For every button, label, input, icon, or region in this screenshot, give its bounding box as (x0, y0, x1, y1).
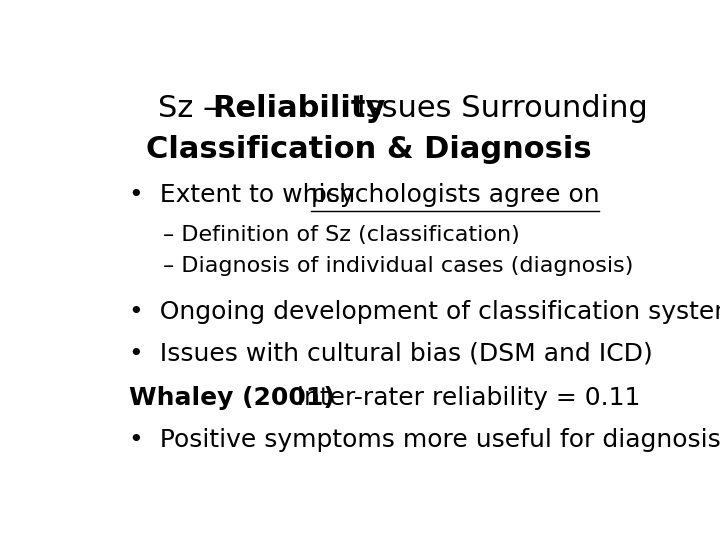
Text: Sz –: Sz – (158, 94, 228, 123)
Text: – Definition of Sz (classification): – Definition of Sz (classification) (163, 225, 519, 245)
Text: •  Issues with cultural bias (DSM and ICD): • Issues with cultural bias (DSM and ICD… (129, 341, 653, 365)
Text: psychologists agree on: psychologists agree on (310, 183, 599, 207)
Text: :: : (534, 183, 543, 207)
Text: Issues Surrounding: Issues Surrounding (347, 94, 647, 123)
Text: •  Ongoing development of classification systems: • Ongoing development of classification … (129, 300, 720, 323)
Text: Whaley (2001): Whaley (2001) (129, 386, 335, 410)
Text: •  Positive symptoms more useful for diagnosis: • Positive symptoms more useful for diag… (129, 428, 720, 452)
Text: Classification & Diagnosis: Classification & Diagnosis (146, 136, 592, 165)
Text: Reliability: Reliability (212, 94, 386, 123)
Text: •  Extent to which: • Extent to which (129, 183, 363, 207)
Text: inter-rater reliability = 0.11: inter-rater reliability = 0.11 (289, 386, 640, 410)
Text: – Diagnosis of individual cases (diagnosis): – Diagnosis of individual cases (diagnos… (163, 256, 633, 276)
